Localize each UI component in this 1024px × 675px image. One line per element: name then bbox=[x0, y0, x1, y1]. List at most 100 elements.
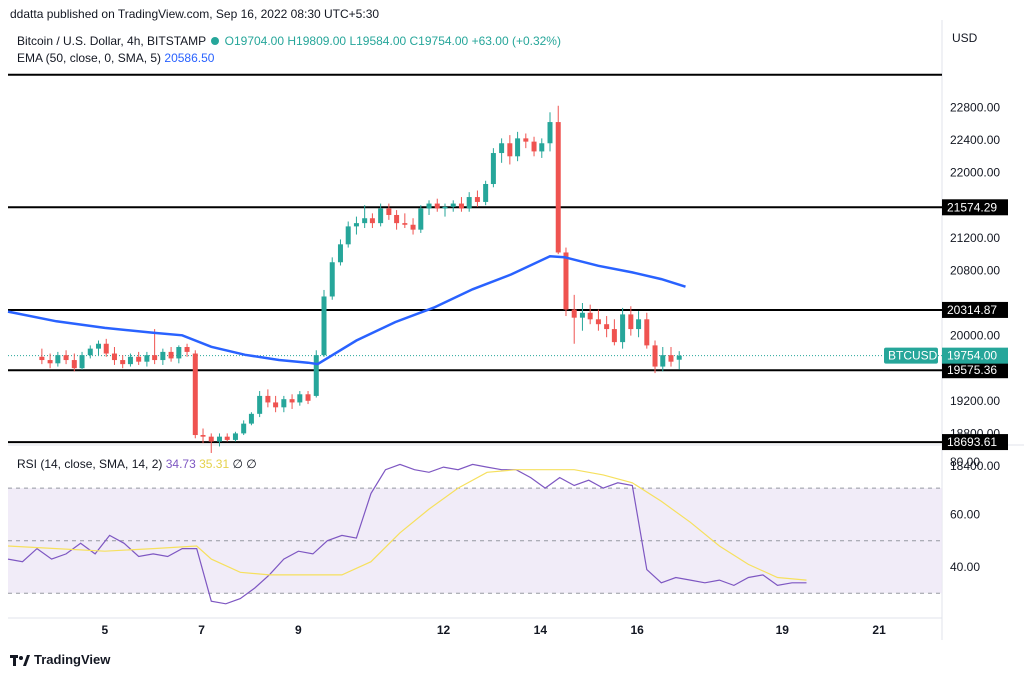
candle-body bbox=[539, 143, 545, 152]
candle-body bbox=[120, 360, 126, 365]
candle-body bbox=[297, 394, 303, 403]
candle-body bbox=[523, 138, 529, 142]
candle-body bbox=[127, 356, 133, 365]
symbol-tag-label: BTCUSD bbox=[888, 349, 938, 363]
candle-body bbox=[224, 436, 230, 440]
ema-value: 20586.50 bbox=[164, 51, 215, 65]
price-tick-label: 20000.00 bbox=[950, 329, 1000, 343]
level-price-label: 18693.61 bbox=[947, 435, 997, 449]
candle-body bbox=[394, 214, 400, 224]
candle-body bbox=[248, 413, 254, 424]
candle-body bbox=[79, 355, 85, 369]
rsi-ma-value: 35.31 bbox=[199, 457, 230, 471]
candle-body bbox=[87, 348, 93, 356]
candle-body bbox=[644, 319, 650, 346]
price-tick-label: 22000.00 bbox=[950, 166, 1000, 180]
candle-body bbox=[410, 224, 416, 230]
candle-body bbox=[184, 347, 190, 352]
candle-body bbox=[353, 223, 359, 227]
candle-body bbox=[418, 208, 424, 230]
candle-body bbox=[499, 143, 505, 154]
candle-body bbox=[71, 360, 77, 369]
level-price-tag bbox=[942, 199, 1008, 216]
candle-body bbox=[321, 296, 327, 356]
candle-body bbox=[337, 244, 343, 263]
candle-body bbox=[604, 324, 610, 330]
candle-body bbox=[386, 208, 392, 215]
candle-body bbox=[95, 343, 101, 349]
candle-body bbox=[305, 394, 311, 401]
candle-body bbox=[474, 197, 480, 202]
rsi-extra-1: ∅ bbox=[232, 457, 243, 471]
candle-body bbox=[241, 423, 247, 434]
candle-body bbox=[555, 122, 561, 253]
candle-body bbox=[111, 353, 117, 361]
candle-body bbox=[402, 223, 408, 225]
ohlc-high: H19809.00 bbox=[287, 34, 347, 48]
candle-body bbox=[192, 353, 198, 436]
rsi-tick-label: 60.00 bbox=[950, 507, 980, 521]
candle-body bbox=[216, 436, 222, 442]
symbol-tag bbox=[884, 347, 938, 364]
level-price-label: 20314.87 bbox=[947, 303, 997, 317]
level-price-label: 19575.36 bbox=[947, 363, 997, 377]
candle-body bbox=[273, 402, 279, 408]
price-tick-label: 19200.00 bbox=[950, 394, 1000, 408]
ohlc-open: O19704.00 bbox=[224, 34, 285, 48]
candle-body bbox=[563, 252, 569, 310]
currency-label: USD bbox=[952, 31, 978, 45]
last-price-tag bbox=[942, 347, 1008, 364]
candle-body bbox=[595, 319, 601, 325]
candle-body bbox=[152, 355, 158, 361]
candle-body bbox=[587, 312, 593, 320]
candle-body bbox=[450, 203, 456, 207]
candle-body bbox=[168, 351, 174, 359]
time-tick-label: 19 bbox=[776, 623, 790, 637]
candle-body bbox=[515, 138, 521, 157]
candle-body bbox=[144, 355, 150, 362]
price-tick-label: 22400.00 bbox=[950, 133, 1000, 147]
candle-body bbox=[547, 122, 553, 144]
time-tick-label: 12 bbox=[437, 623, 451, 637]
time-tick-label: 16 bbox=[630, 623, 644, 637]
ema-legend: EMA (50, close, 0, SMA, 5) 20586.50 bbox=[17, 51, 214, 65]
ohlc-low: L19584.00 bbox=[349, 34, 407, 48]
candle-body bbox=[103, 343, 109, 354]
ema-label: EMA (50, close, 0, SMA, 5) bbox=[17, 51, 162, 65]
time-tick-label: 21 bbox=[872, 623, 886, 637]
candle-body bbox=[369, 218, 375, 224]
rsi-line bbox=[7, 463, 807, 605]
footer-brand: TradingView bbox=[10, 652, 110, 667]
ema-line bbox=[7, 255, 686, 366]
price-tick-label: 20800.00 bbox=[950, 263, 1000, 277]
candle-body bbox=[313, 355, 319, 396]
candle-body bbox=[232, 433, 238, 440]
symbol-legend: Bitcoin / U.S. Dollar, 4h, BITSTAMP O197… bbox=[17, 34, 561, 48]
candle-body bbox=[200, 435, 206, 437]
market-status-dot bbox=[211, 37, 220, 45]
level-price-tag bbox=[942, 434, 1008, 451]
tradingview-logo-icon bbox=[10, 654, 30, 666]
candle-body bbox=[208, 436, 214, 442]
candle-body bbox=[611, 329, 617, 343]
level-price-label: 21574.29 bbox=[947, 200, 997, 214]
time-tick-label: 7 bbox=[198, 623, 205, 637]
price-tick-label: 18400.00 bbox=[950, 459, 1000, 473]
ohlc-change: +63.00 (+0.32%) bbox=[471, 34, 561, 48]
rsi-value: 34.73 bbox=[165, 457, 196, 471]
candle-body bbox=[442, 206, 448, 209]
candle-body bbox=[265, 395, 271, 403]
candle-body bbox=[652, 345, 658, 367]
candle-body bbox=[660, 355, 666, 367]
candle-body bbox=[345, 226, 351, 245]
candle-body bbox=[628, 314, 634, 330]
candle-body bbox=[579, 312, 585, 318]
candle-body bbox=[458, 203, 464, 209]
ohlc-close: C19754.00 bbox=[409, 34, 469, 48]
price-tick-label: 21200.00 bbox=[950, 231, 1000, 245]
last-price-label: 19754.00 bbox=[947, 349, 997, 363]
candle-body bbox=[676, 355, 682, 360]
rsi-ma-line bbox=[7, 469, 807, 581]
candle-body bbox=[378, 208, 384, 224]
